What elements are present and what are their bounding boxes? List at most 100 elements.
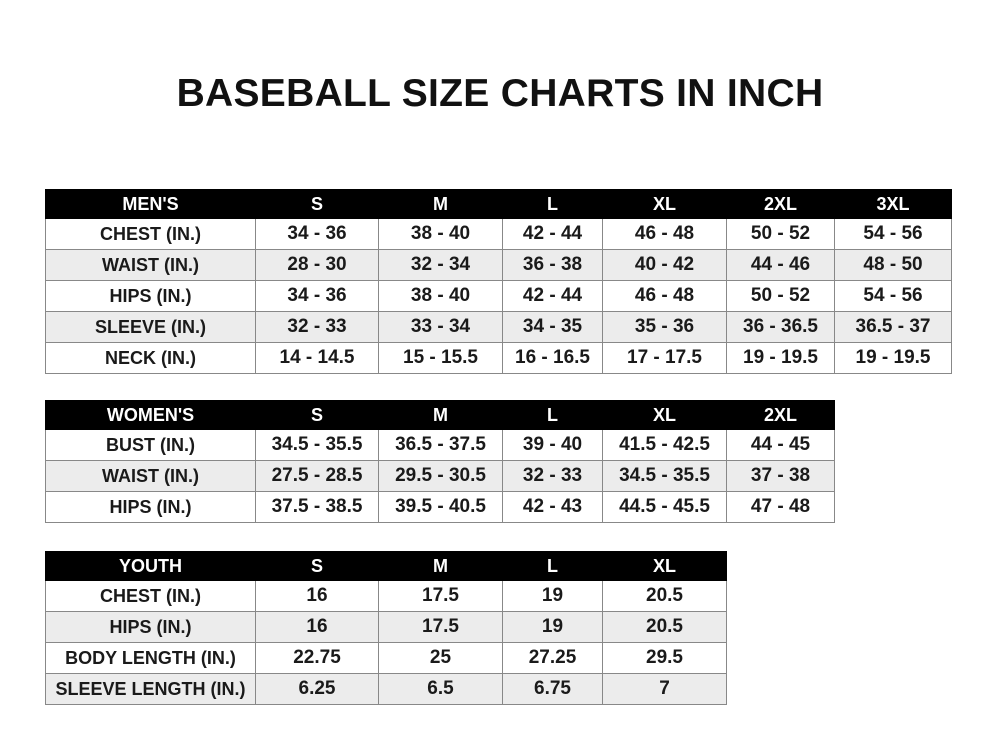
size-header: S bbox=[255, 551, 379, 581]
table-row: BUST (IN.) 34.5 - 35.5 36.5 - 37.5 39 - 40 4… bbox=[45, 429, 835, 461]
size-header: 2XL bbox=[726, 400, 835, 430]
measurement-cell: 7 bbox=[602, 673, 727, 705]
measurement-label: HIPS (IN.) bbox=[45, 280, 256, 312]
size-header: XL bbox=[602, 400, 727, 430]
measurement-cell: 19 bbox=[502, 611, 603, 643]
measurement-cell: 42 - 44 bbox=[502, 218, 603, 250]
measurement-cell: 42 - 44 bbox=[502, 280, 603, 312]
size-header: M bbox=[378, 400, 503, 430]
table-row: HIPS (IN.) 34 - 36 38 - 40 42 - 44 46 - 48 50… bbox=[45, 280, 952, 312]
measurement-cell: 6.75 bbox=[502, 673, 603, 705]
measurement-cell: 20.5 bbox=[602, 611, 727, 643]
measurement-cell: 32 - 33 bbox=[502, 460, 603, 492]
measurement-cell: 19 - 19.5 bbox=[834, 342, 952, 374]
measurement-cell: 34 - 35 bbox=[502, 311, 603, 343]
measurement-cell: 54 - 56 bbox=[834, 280, 952, 312]
table-row: CHEST (IN.) 16 17.5 19 20.5 bbox=[45, 580, 727, 612]
measurement-cell: 32 - 34 bbox=[378, 249, 503, 281]
measurement-cell: 36.5 - 37.5 bbox=[378, 429, 503, 461]
table-row: WAIST (IN.) 28 - 30 32 - 34 36 - 38 40 - 42 4… bbox=[45, 249, 952, 281]
men-size-table: MEN'S S M L XL 2XL 3XL CHEST (IN.) 34 - 36 38 - 4… bbox=[45, 189, 952, 374]
measurement-cell: 39 - 40 bbox=[502, 429, 603, 461]
measurement-cell: 38 - 40 bbox=[378, 280, 503, 312]
measurement-cell: 16 bbox=[255, 580, 379, 612]
category-header: MEN'S bbox=[45, 189, 256, 219]
measurement-cell: 17.5 bbox=[378, 580, 503, 612]
page-title: BASEBALL SIZE CHARTS IN INCH bbox=[176, 72, 824, 115]
measurement-cell: 34 - 36 bbox=[255, 280, 379, 312]
measurement-cell: 34 - 36 bbox=[255, 218, 379, 250]
table-row: HIPS (IN.) 16 17.5 19 20.5 bbox=[45, 611, 727, 643]
measurement-cell: 44 - 45 bbox=[726, 429, 835, 461]
measurement-cell: 46 - 48 bbox=[602, 280, 727, 312]
category-header: WOMEN'S bbox=[45, 400, 256, 430]
measurement-cell: 34.5 - 35.5 bbox=[602, 460, 727, 492]
measurement-cell: 32 - 33 bbox=[255, 311, 379, 343]
measurement-cell: 35 - 36 bbox=[602, 311, 727, 343]
measurement-cell: 47 - 48 bbox=[726, 491, 835, 523]
measurement-cell: 34.5 - 35.5 bbox=[255, 429, 379, 461]
measurement-cell: 38 - 40 bbox=[378, 218, 503, 250]
table-row: HIPS (IN.) 37.5 - 38.5 39.5 - 40.5 42 - 43 4… bbox=[45, 491, 835, 523]
measurement-label: BUST (IN.) bbox=[45, 429, 256, 461]
measurement-label: SLEEVE LENGTH (IN.) bbox=[45, 673, 256, 705]
measurement-cell: 37.5 - 38.5 bbox=[255, 491, 379, 523]
measurement-cell: 29.5 bbox=[602, 642, 727, 674]
measurement-cell: 37 - 38 bbox=[726, 460, 835, 492]
measurement-cell: 39.5 - 40.5 bbox=[378, 491, 503, 523]
measurement-cell: 36 - 36.5 bbox=[726, 311, 835, 343]
measurement-label: CHEST (IN.) bbox=[45, 580, 256, 612]
header-row: MEN'S S M L XL 2XL 3XL bbox=[45, 189, 952, 219]
size-header: L bbox=[502, 189, 603, 219]
measurement-cell: 27.5 - 28.5 bbox=[255, 460, 379, 492]
measurement-cell: 16 - 16.5 bbox=[502, 342, 603, 374]
table-row: WAIST (IN.) 27.5 - 28.5 29.5 - 30.5 32 - 33… bbox=[45, 460, 835, 492]
measurement-label: WAIST (IN.) bbox=[45, 249, 256, 281]
measurement-label: BODY LENGTH (IN.) bbox=[45, 642, 256, 674]
size-header: L bbox=[502, 551, 603, 581]
measurement-cell: 50 - 52 bbox=[726, 280, 835, 312]
measurement-cell: 36 - 38 bbox=[502, 249, 603, 281]
measurement-label: NECK (IN.) bbox=[45, 342, 256, 374]
measurement-cell: 28 - 30 bbox=[255, 249, 379, 281]
size-header: 3XL bbox=[834, 189, 952, 219]
measurement-label: HIPS (IN.) bbox=[45, 611, 256, 643]
measurement-cell: 22.75 bbox=[255, 642, 379, 674]
table-row: NECK (IN.) 14 - 14.5 15 - 15.5 16 - 16.5 17 … bbox=[45, 342, 952, 374]
measurement-cell: 40 - 42 bbox=[602, 249, 727, 281]
measurement-cell: 33 - 34 bbox=[378, 311, 503, 343]
measurement-cell: 44.5 - 45.5 bbox=[602, 491, 727, 523]
size-header: 2XL bbox=[726, 189, 835, 219]
youth-size-table: YOUTH S M L XL CHEST (IN.) 16 17.5 19 20.5 HIPS (I… bbox=[45, 551, 727, 705]
table-row: SLEEVE LENGTH (IN.) 6.25 6.5 6.75 7 bbox=[45, 673, 727, 705]
measurement-cell: 6.25 bbox=[255, 673, 379, 705]
measurement-cell: 17.5 bbox=[378, 611, 503, 643]
size-header: XL bbox=[602, 551, 727, 581]
size-header: M bbox=[378, 551, 503, 581]
size-header: L bbox=[502, 400, 603, 430]
measurement-cell: 36.5 - 37 bbox=[834, 311, 952, 343]
size-header: XL bbox=[602, 189, 727, 219]
women-size-table: WOMEN'S S M L XL 2XL BUST (IN.) 34.5 - 35.5 36.5… bbox=[45, 400, 835, 523]
measurement-cell: 50 - 52 bbox=[726, 218, 835, 250]
category-header: YOUTH bbox=[45, 551, 256, 581]
measurement-cell: 29.5 - 30.5 bbox=[378, 460, 503, 492]
measurement-cell: 19 - 19.5 bbox=[726, 342, 835, 374]
measurement-cell: 25 bbox=[378, 642, 503, 674]
size-header: M bbox=[378, 189, 503, 219]
measurement-cell: 14 - 14.5 bbox=[255, 342, 379, 374]
measurement-cell: 19 bbox=[502, 580, 603, 612]
measurement-cell: 6.5 bbox=[378, 673, 503, 705]
measurement-label: HIPS (IN.) bbox=[45, 491, 256, 523]
measurement-cell: 16 bbox=[255, 611, 379, 643]
table-row: BODY LENGTH (IN.) 22.75 25 27.25 29.5 bbox=[45, 642, 727, 674]
measurement-cell: 46 - 48 bbox=[602, 218, 727, 250]
measurement-cell: 15 - 15.5 bbox=[378, 342, 503, 374]
table-row: CHEST (IN.) 34 - 36 38 - 40 42 - 44 46 - 48 5… bbox=[45, 218, 952, 250]
measurement-cell: 54 - 56 bbox=[834, 218, 952, 250]
header-row: WOMEN'S S M L XL 2XL bbox=[45, 400, 835, 430]
measurement-label: CHEST (IN.) bbox=[45, 218, 256, 250]
measurement-label: WAIST (IN.) bbox=[45, 460, 256, 492]
size-header: S bbox=[255, 189, 379, 219]
measurement-cell: 27.25 bbox=[502, 642, 603, 674]
